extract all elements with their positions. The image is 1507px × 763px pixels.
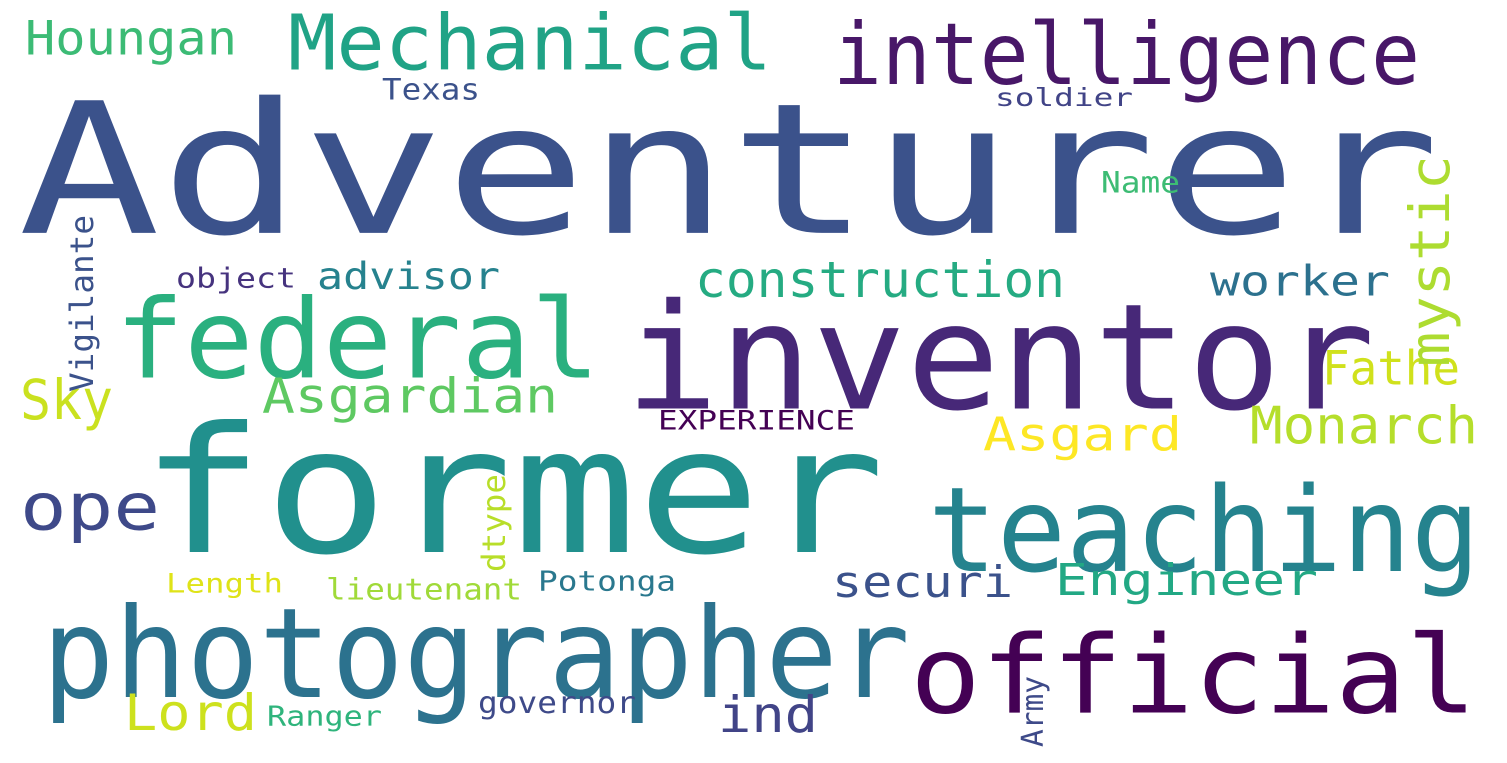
word-securi: securi — [832, 556, 1013, 608]
word-asgardian: Asgardian — [262, 367, 558, 424]
word-mystic: mystic — [1398, 155, 1463, 367]
word-engineer: Engineer — [1055, 554, 1318, 606]
word-dtype: dtype — [475, 474, 513, 572]
word-mechanical: Mechanical — [288, 0, 772, 89]
word-potonga: Potonga — [538, 564, 676, 598]
word-length: Length — [166, 567, 283, 600]
word-texas: Texas — [382, 72, 480, 107]
word-houngan: Houngan — [25, 10, 237, 66]
word-fathe: Fathe — [1322, 340, 1460, 396]
word-asgard: Asgard — [983, 407, 1182, 462]
word-ind: ind — [718, 685, 818, 744]
word-sky: Sky — [20, 368, 113, 433]
word-adventurer: Adventurer — [18, 63, 1440, 277]
word-photographer: photographer — [42, 580, 910, 727]
word-name: Name — [1101, 165, 1180, 200]
word-former: former — [140, 389, 885, 594]
word-intelligence: intelligence — [833, 4, 1420, 105]
word-teaching: teaching — [928, 461, 1480, 600]
word-lord: Lord — [124, 683, 257, 742]
word-ranger: Ranger — [267, 699, 382, 733]
word-federal: federal — [115, 275, 600, 404]
word-official: official — [910, 612, 1477, 739]
word-object: object — [176, 261, 296, 295]
word-advisor: advisor — [317, 254, 500, 298]
word-ope: ope — [20, 469, 160, 546]
word-worker: worker — [1210, 256, 1390, 306]
word-army: Army — [1015, 676, 1051, 747]
word-lieutenant: lieutenant — [326, 572, 522, 607]
word-vigilante: Vigilante — [63, 215, 101, 392]
word-experience: EXPERIENCE — [658, 404, 855, 437]
word-construction: construction — [695, 250, 1065, 309]
word-inventor: inventor — [625, 271, 1375, 444]
word-soldier: soldier — [995, 82, 1133, 112]
word-monarch: Monarch — [1250, 395, 1478, 457]
word-governor: governor — [478, 685, 636, 721]
